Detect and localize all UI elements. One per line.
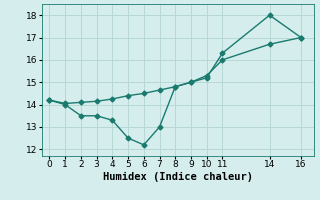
X-axis label: Humidex (Indice chaleur): Humidex (Indice chaleur) [103, 172, 252, 182]
